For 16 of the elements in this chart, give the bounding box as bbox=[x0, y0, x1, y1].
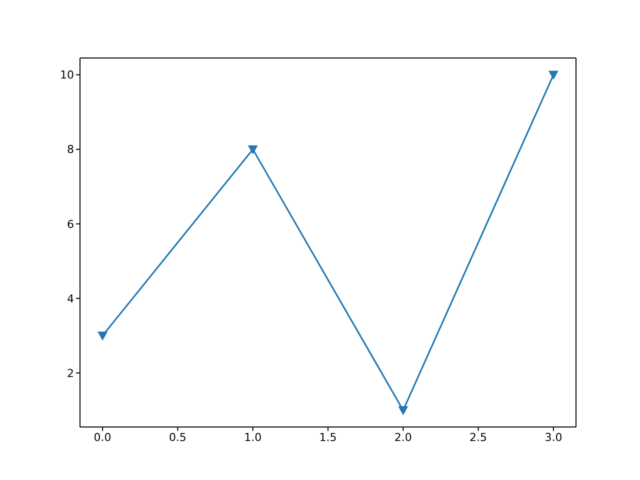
point bbox=[98, 332, 108, 341]
y-tick-label: 2 bbox=[67, 366, 74, 380]
y-tick-label: 10 bbox=[60, 68, 74, 82]
x-tick-label: 2.5 bbox=[470, 430, 488, 444]
x-tick-label: 2.0 bbox=[394, 430, 412, 444]
point bbox=[548, 70, 558, 80]
y-tick-label: 8 bbox=[67, 143, 74, 156]
x-tick-label: 1.0 bbox=[244, 430, 262, 444]
point bbox=[248, 145, 258, 154]
x-tick-label: 3.0 bbox=[544, 430, 562, 444]
x-tick-label: 1.5 bbox=[319, 430, 337, 444]
y-tick-label: 6 bbox=[67, 218, 74, 231]
y-tick-label: 4 bbox=[67, 292, 74, 306]
x-tick-label: 0.0 bbox=[94, 430, 112, 444]
point bbox=[398, 406, 408, 416]
x-tick-label: 0.5 bbox=[168, 430, 186, 444]
